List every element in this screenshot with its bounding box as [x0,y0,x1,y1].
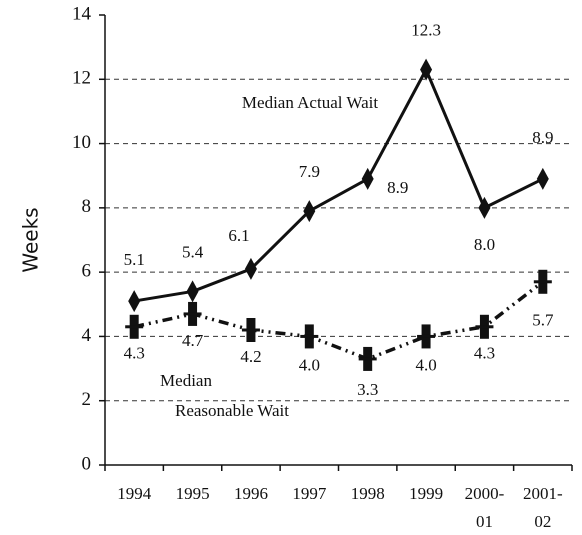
series-line [133,280,544,361]
marker-tick [183,312,202,316]
x-tick-label: 1999 [409,484,443,503]
marker [128,290,141,313]
annotation: Median Actual Wait [242,93,378,112]
y-tick-label: 12 [72,68,91,89]
x-tick-label: 2000- 01 [465,484,505,531]
data-label: 5.7 [532,311,554,330]
marker-tick [125,325,144,329]
x-tick-label-line: 2001- [523,484,563,503]
x-tick-label: 1995 [176,484,210,503]
marker-tick [533,280,552,284]
y-tick-label: 14 [72,3,92,24]
marker [536,167,549,190]
marker-tick [475,325,494,329]
annotation: Reasonable Wait [175,401,289,420]
data-label: 4.7 [182,331,204,350]
marker-tick [358,357,377,361]
x-tick-label-line: 02 [534,512,551,531]
data-label: 4.2 [240,347,261,366]
data-label: 5.4 [182,242,204,261]
data-label: 8.9 [387,178,408,197]
y-tick-label: 4 [82,325,92,346]
marker-tick [241,328,260,332]
data-label: 3.3 [357,380,378,399]
x-tick-label: 1997 [292,484,327,503]
x-tick-label: 1994 [117,484,152,503]
annotation: Median [160,371,212,390]
marker [420,58,433,81]
x-tick-label: 1998 [351,484,385,503]
x-tick-label: 1996 [234,484,268,503]
marker-tick [417,334,436,338]
data-label: 6.1 [228,226,249,245]
y-tick-label: 6 [82,261,92,282]
y-tick-label: 8 [82,196,92,217]
x-tick-label: 2001- 02 [523,484,563,531]
data-label: 8.9 [532,128,553,147]
marker [478,196,491,219]
marker [303,200,316,223]
data-label: 4.0 [415,355,436,374]
data-label: 4.3 [124,344,145,363]
y-axis-label: Weeks [19,207,43,272]
series-line [133,68,544,303]
y-tick-label: 2 [82,389,92,410]
marker-tick [300,334,319,338]
data-label: 8.0 [474,235,495,254]
marker [361,167,374,190]
x-tick-label-line: 2000- [465,484,505,503]
data-label: 12.3 [411,21,441,40]
y-tick-label: 0 [82,453,92,474]
data-label: 4.0 [299,355,320,374]
y-tick-label: 10 [72,132,91,153]
data-label: 5.1 [124,250,145,269]
data-label: 7.9 [299,162,320,181]
data-label: 4.3 [474,344,495,363]
x-tick-label-line: 01 [476,512,493,531]
marker [186,280,199,303]
marker [244,257,257,280]
